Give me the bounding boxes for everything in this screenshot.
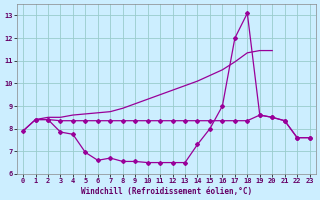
X-axis label: Windchill (Refroidissement éolien,°C): Windchill (Refroidissement éolien,°C) [81,187,252,196]
